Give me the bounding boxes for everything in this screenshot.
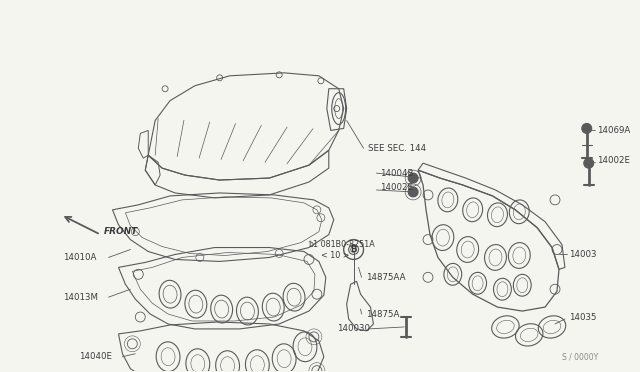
Text: 14069A: 14069A: [596, 126, 630, 135]
Text: B: B: [351, 245, 356, 254]
Text: 14002E: 14002E: [596, 156, 630, 165]
Text: S / 0000Y: S / 0000Y: [562, 352, 598, 361]
Text: 14035: 14035: [569, 312, 596, 321]
Text: SEE SEC. 144: SEE SEC. 144: [369, 144, 427, 153]
Text: FRONT: FRONT: [104, 227, 138, 236]
Text: 140030: 140030: [337, 324, 370, 333]
Text: 14003: 14003: [569, 250, 596, 259]
Text: 14013M: 14013M: [63, 293, 98, 302]
Text: 14875AA: 14875AA: [367, 273, 406, 282]
Text: 14040E: 14040E: [79, 352, 112, 361]
Text: ␢1 081B0-8251A: ␢1 081B0-8251A: [309, 240, 376, 249]
Text: 14002E: 14002E: [380, 183, 413, 192]
Circle shape: [584, 158, 594, 168]
Text: 14010A: 14010A: [63, 253, 96, 262]
Text: < 10 >: < 10 >: [321, 251, 349, 260]
Circle shape: [582, 124, 592, 134]
Text: 14004B: 14004B: [380, 169, 414, 177]
Text: 14875A: 14875A: [367, 310, 400, 318]
Circle shape: [408, 187, 418, 197]
Circle shape: [408, 173, 418, 183]
